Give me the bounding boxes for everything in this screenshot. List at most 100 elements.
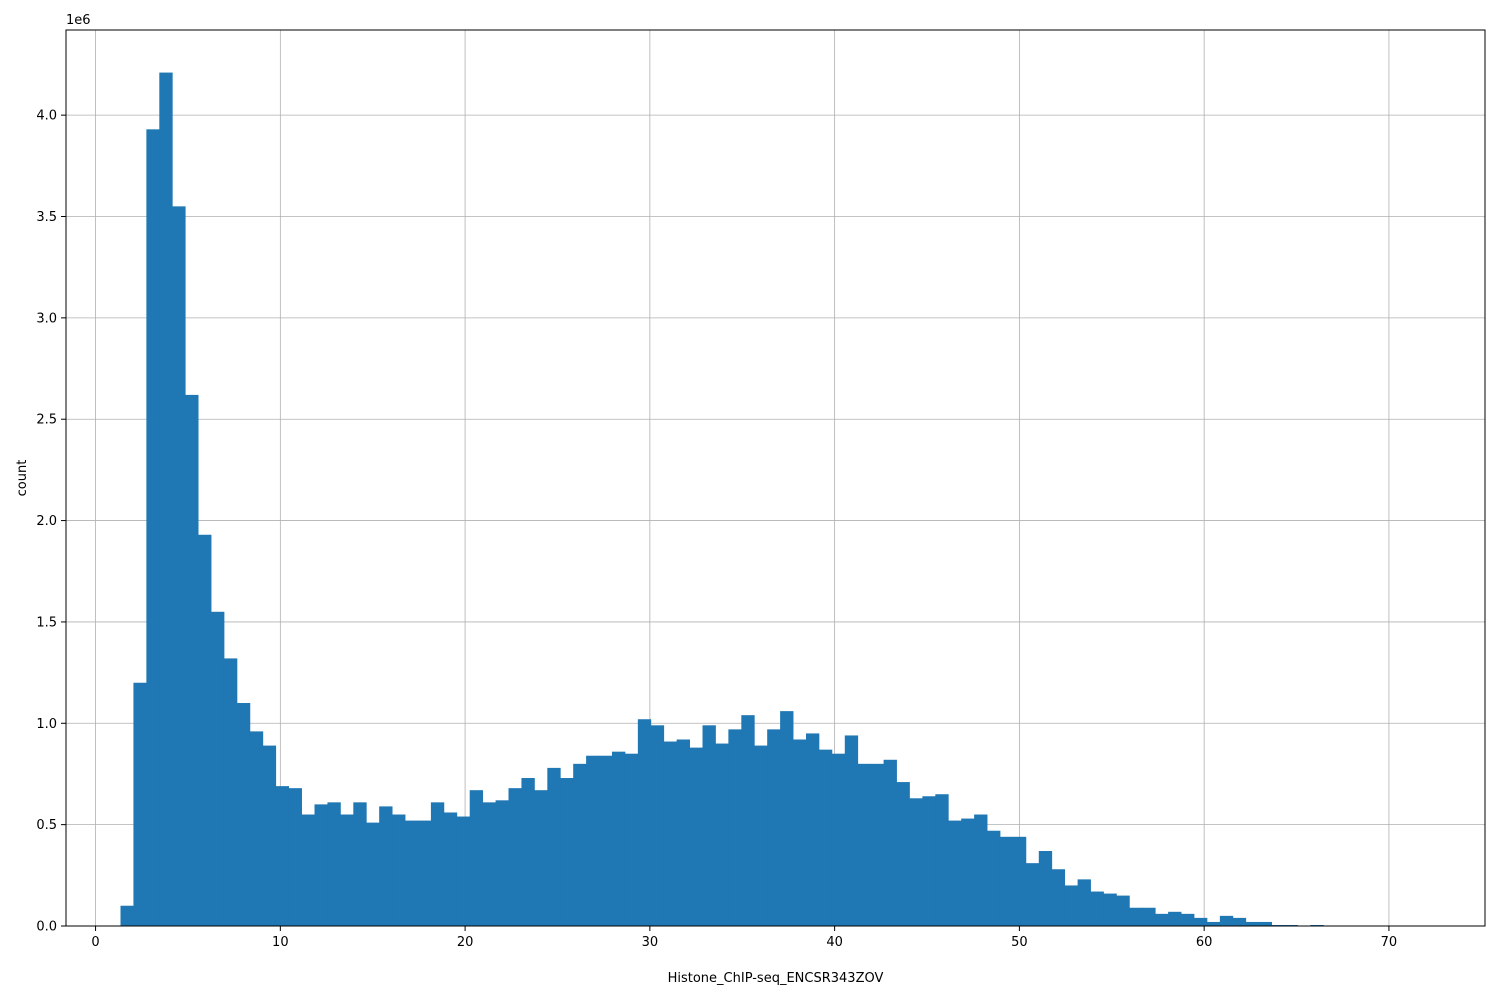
y-tick-label: 4.0 — [36, 109, 57, 124]
x-tick-label: 10 — [272, 935, 289, 950]
histogram-bar — [818, 749, 833, 926]
histogram-bar — [1116, 895, 1130, 926]
histogram-bar — [767, 729, 781, 926]
histogram-bar — [663, 741, 678, 926]
histogram-bar — [1232, 917, 1247, 926]
y-tick-label: 3.5 — [36, 210, 57, 225]
histogram-bar — [560, 778, 574, 926]
histogram-bar — [146, 129, 160, 926]
y-tick-label: 1.0 — [36, 717, 57, 732]
y-tick-label: 2.5 — [36, 413, 57, 428]
y-tick-label: 1.5 — [36, 615, 57, 630]
x-tick-label: 50 — [1011, 935, 1028, 950]
y-axis-label: count — [15, 460, 30, 497]
histogram-bar — [1103, 893, 1117, 926]
y-tick-label: 2.0 — [36, 514, 57, 529]
histogram-bar — [1258, 921, 1272, 926]
histogram-bar — [159, 72, 173, 927]
histogram-bar — [430, 802, 445, 926]
x-tick-label: 0 — [91, 935, 99, 950]
plot-frame — [65, 29, 1486, 927]
histogram-bar — [223, 658, 238, 926]
histogram-bar — [327, 802, 341, 926]
histogram-bar — [1206, 921, 1221, 926]
histogram-bar — [392, 814, 406, 926]
histogram-bar — [702, 725, 716, 926]
x-tick-label: 60 — [1196, 935, 1213, 950]
x-tick-label: 30 — [642, 935, 659, 950]
histogram-bar — [844, 735, 859, 926]
histogram-bar — [1193, 917, 1208, 926]
histogram-bar — [172, 206, 186, 926]
histogram-bar — [288, 788, 302, 926]
histogram-bar — [236, 703, 251, 926]
histogram-bar — [495, 800, 509, 926]
histogram-bar — [1064, 885, 1078, 926]
histogram-bar — [1025, 863, 1040, 926]
histogram-bar — [935, 794, 949, 926]
x-axis-ticks: 0 10 20 30 40 50 60 70 — [91, 926, 1397, 950]
histogram-bar — [353, 802, 367, 926]
histogram-bar — [120, 905, 134, 926]
histogram-bar — [314, 804, 328, 926]
histogram-bar — [198, 534, 212, 926]
histogram-bar — [405, 820, 419, 926]
grid-lines — [66, 30, 1485, 927]
histogram-bars — [120, 72, 1337, 927]
histogram-bar — [1012, 836, 1027, 926]
histogram-bar — [637, 719, 652, 926]
histogram-bar — [547, 767, 561, 926]
histogram-bar — [573, 763, 587, 926]
histogram-bar — [366, 822, 380, 926]
histogram-bar — [741, 715, 755, 926]
x-tick-label: 20 — [457, 935, 474, 950]
histogram-bar — [974, 814, 988, 926]
histogram-bar — [961, 818, 975, 926]
histogram-bar — [922, 796, 936, 926]
histogram-bar — [624, 753, 639, 926]
histogram-bar — [999, 836, 1014, 926]
histogram-bar — [456, 816, 471, 926]
histogram-bar — [1310, 924, 1324, 926]
histogram-bar — [185, 394, 199, 927]
histogram-bar — [469, 790, 484, 926]
histogram-bar — [948, 820, 962, 926]
y-tick-label: 0.5 — [36, 818, 57, 833]
x-tick-label: 40 — [826, 935, 843, 950]
histogram-bar — [909, 798, 923, 926]
histogram-bar — [443, 812, 458, 926]
y-axis-ticks: 0.0 0.5 1.0 1.5 2.0 2.5 3.0 3.5 4.0 — [36, 109, 66, 935]
y-offset-label: 1e6 — [66, 13, 91, 28]
histogram-bar — [508, 788, 522, 926]
histogram-bar — [1219, 915, 1234, 926]
histogram-bar — [521, 778, 535, 926]
histogram-bar — [1090, 891, 1104, 926]
histogram-bar — [728, 729, 742, 926]
histogram-bar — [896, 782, 910, 926]
y-tick-label: 3.0 — [36, 311, 57, 326]
y-tick-label: 0.0 — [36, 920, 57, 935]
histogram-bar — [611, 751, 626, 926]
histogram-bar — [262, 745, 277, 926]
histogram-bar — [1051, 869, 1066, 926]
histogram-bar — [1077, 879, 1091, 926]
histogram-bar — [1142, 907, 1156, 926]
histogram-bar — [1129, 907, 1143, 926]
histogram-bar — [586, 755, 600, 926]
histogram-bar — [780, 711, 794, 926]
histogram-bar — [715, 743, 729, 926]
histogram-bar — [676, 739, 690, 926]
histogram-bar — [1271, 924, 1285, 926]
histogram-bar — [689, 747, 703, 926]
histogram-bar — [301, 814, 315, 926]
histogram-bar — [1245, 921, 1260, 926]
histogram-bar — [379, 806, 393, 926]
histogram-bar — [340, 814, 354, 926]
histogram-bar — [1168, 911, 1182, 926]
histogram-bar — [1181, 913, 1195, 926]
histogram-bar — [754, 745, 768, 926]
histogram-bar — [417, 820, 432, 926]
histogram-bar — [1284, 924, 1298, 926]
histogram-bar — [857, 763, 872, 926]
